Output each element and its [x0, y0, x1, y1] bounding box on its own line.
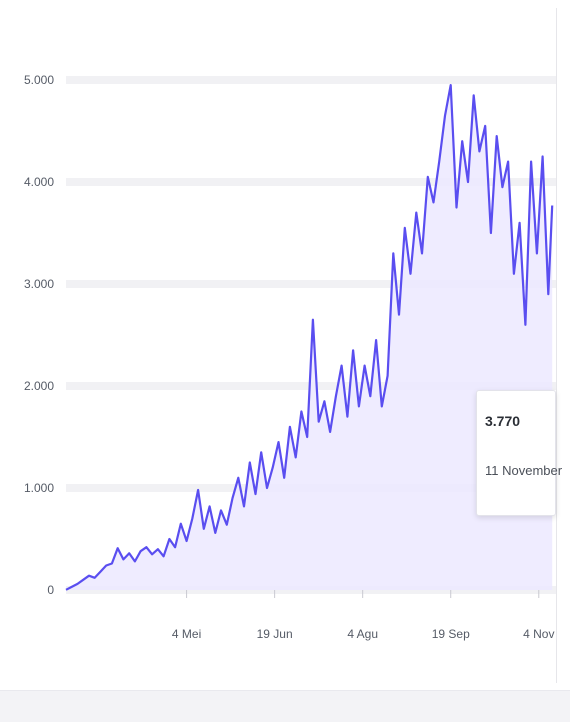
y-tick-label: 2.000	[24, 379, 54, 393]
y-tick-label: 5.000	[24, 73, 54, 87]
series-line-layer	[65, 84, 554, 591]
x-tick-label: 4 Agu	[347, 627, 378, 641]
tooltip-value: 3.770	[485, 413, 521, 429]
area-fill-layer	[66, 85, 553, 590]
series-area	[66, 85, 553, 590]
x-tick-label: 4 Nov	[523, 627, 554, 641]
x-tick-label: 19 Jun	[257, 627, 293, 641]
y-tick-label: 1.000	[24, 481, 54, 495]
y-axis-ticks: 0 1.000 2.000 3.000 4.000 5.000	[24, 73, 54, 597]
chart-tooltip: 3.770 11 November	[476, 390, 563, 516]
x-axis-ticks: 4 Mei 19 Jun 4 Agu 19 Sep 4 Nov	[172, 590, 554, 641]
x-tick-label: 19 Sep	[432, 627, 470, 641]
bottom-toolbar-strip	[0, 690, 570, 722]
tooltip-date: 11 November	[485, 463, 563, 478]
series-line	[65, 84, 554, 591]
y-tick-label: 0	[47, 583, 54, 597]
y-tick-label: 4.000	[24, 175, 54, 189]
x-tick-label: 4 Mei	[172, 627, 201, 641]
y-tick-label: 3.000	[24, 277, 54, 291]
chart-right-border	[556, 8, 557, 683]
